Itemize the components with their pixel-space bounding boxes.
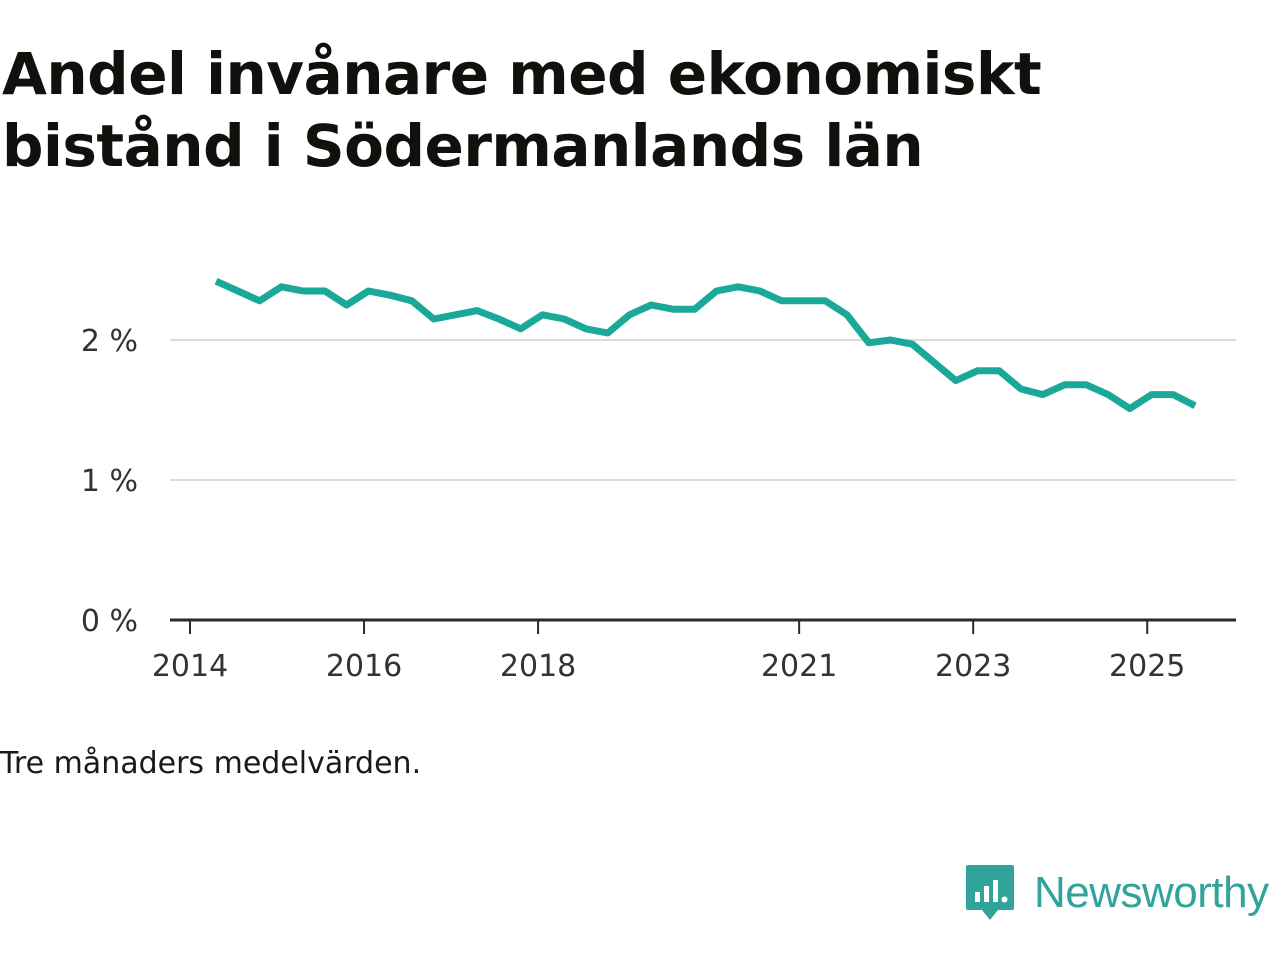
x-tick-label: 2014	[152, 649, 228, 684]
brand: Newsworthy	[964, 862, 1269, 924]
brand-name: Newsworthy	[1034, 868, 1269, 917]
series-line	[214, 278, 1197, 413]
x-axis: 2014 2016 2018 2021 2023 2025	[152, 618, 1236, 684]
x-tick-label: 2021	[761, 649, 837, 684]
chart-title: Andel invånare med ekonomiskt bistånd i …	[2, 40, 1042, 180]
x-tick-label: 2018	[500, 649, 576, 684]
x-tick-label: 2016	[326, 649, 402, 684]
newsworthy-logo-icon	[966, 865, 1014, 920]
x-tick-label: 2025	[1109, 649, 1185, 684]
series-group	[214, 278, 1197, 413]
y-tick-label: 1 %	[81, 464, 138, 499]
y-tick-label: 0 %	[81, 604, 138, 639]
y-axis-labels: 0 % 1 % 2 %	[81, 324, 138, 639]
x-tick-label: 2023	[935, 649, 1011, 684]
gridlines	[170, 339, 1236, 481]
chart-note: Tre månaders medelvärden.	[0, 746, 422, 781]
y-tick-label: 2 %	[81, 324, 138, 359]
line-chart: 0 % 1 % 2 % 2014 2016 2018 2021 2023 2025	[81, 278, 1236, 684]
